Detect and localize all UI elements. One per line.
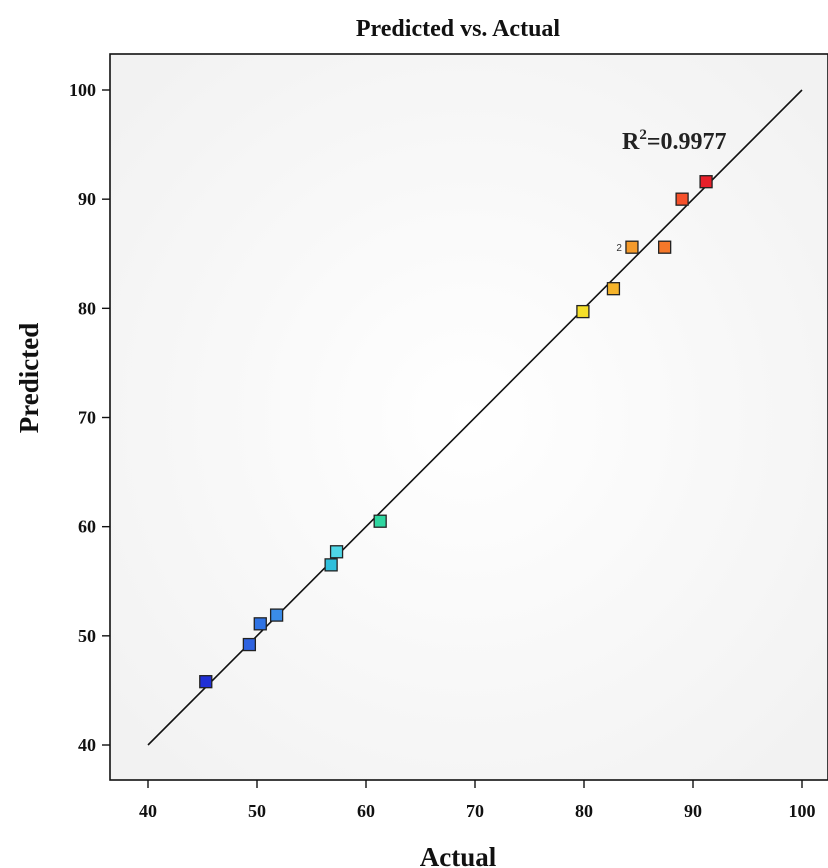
chart-title: Predicted vs. Actual [356, 16, 561, 42]
r-squared-annotation: R2=0.9977 [622, 127, 727, 155]
data-point [658, 240, 672, 254]
x-tick-label: 90 [684, 801, 702, 821]
y-tick-label: 100 [69, 80, 96, 100]
y-tick-label: 80 [78, 298, 96, 318]
data-point [242, 637, 257, 652]
y-tick-label: 40 [78, 735, 96, 755]
y-tick-label: 70 [78, 408, 96, 428]
r-squared-value: =0.9977 [647, 129, 727, 155]
data-point [373, 514, 387, 528]
r-squared-superscript: 2 [639, 127, 647, 143]
y-tick-label: 60 [78, 517, 96, 537]
plot-area [109, 53, 828, 781]
y-axis: 40 50 60 70 80 90 100 [69, 80, 110, 755]
x-tick-label: 70 [466, 801, 484, 821]
data-point [675, 192, 689, 206]
x-tick-label: 80 [575, 801, 593, 821]
y-tick-label: 90 [78, 189, 96, 209]
x-tick-label: 50 [248, 801, 266, 821]
x-tick-label: 100 [789, 801, 816, 821]
data-point [625, 240, 639, 254]
data-point [199, 675, 213, 689]
data-point [576, 304, 590, 319]
x-axis: 40 50 60 70 80 90 100 [139, 780, 816, 821]
data-point [324, 558, 338, 572]
x-axis-label: Actual [420, 842, 497, 868]
data-point [269, 608, 284, 622]
data-point [699, 175, 713, 189]
data-points: 2 [199, 175, 713, 689]
y-axis-label: Predicted [14, 323, 44, 433]
y-tick-label: 50 [78, 626, 96, 646]
r-squared-prefix: R [622, 129, 640, 155]
x-tick-label: 60 [357, 801, 375, 821]
data-point [606, 282, 621, 296]
x-tick-label: 40 [139, 801, 157, 821]
point-count-label: 2 [616, 243, 622, 254]
data-point [253, 617, 267, 631]
reference-line [147, 89, 803, 746]
data-point [329, 545, 344, 559]
